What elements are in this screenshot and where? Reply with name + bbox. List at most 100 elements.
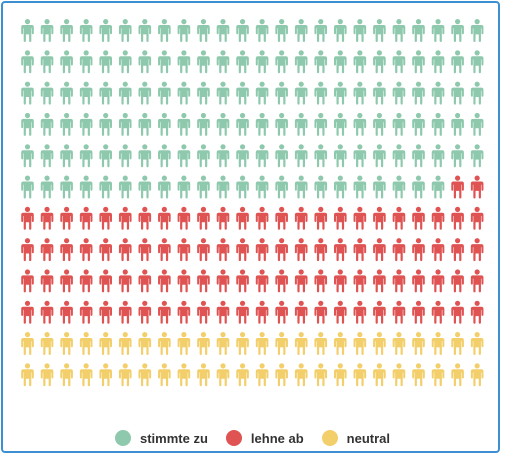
person-icon-neutral[interactable] xyxy=(138,363,152,387)
person-icon-stimmte-zu[interactable] xyxy=(451,81,464,105)
person-icon-stimmte-zu[interactable] xyxy=(353,81,367,105)
person-icon-stimmte-zu[interactable] xyxy=(236,144,249,168)
person-icon-stimmte-zu[interactable] xyxy=(197,112,210,136)
person-icon-lehne-ab[interactable] xyxy=(353,238,367,262)
person-icon-lehne-ab[interactable] xyxy=(451,300,464,324)
person-icon-stimmte-zu[interactable] xyxy=(197,144,210,168)
person-icon-stimmte-zu[interactable] xyxy=(470,144,484,168)
person-icon-stimmte-zu[interactable] xyxy=(431,144,445,168)
person-icon-stimmte-zu[interactable] xyxy=(40,50,54,74)
person-icon-neutral[interactable] xyxy=(294,363,308,387)
legend-item-neutral[interactable]: neutral xyxy=(321,430,390,446)
person-icon-stimmte-zu[interactable] xyxy=(236,81,249,105)
person-icon-neutral[interactable] xyxy=(275,332,288,355)
person-icon-lehne-ab[interactable] xyxy=(216,238,230,262)
person-icon-lehne-ab[interactable] xyxy=(392,300,406,324)
person-icon-lehne-ab[interactable] xyxy=(334,206,347,230)
person-icon-stimmte-zu[interactable] xyxy=(138,50,152,74)
person-icon-neutral[interactable] xyxy=(255,363,269,387)
person-icon-stimmte-zu[interactable] xyxy=(294,175,308,199)
person-icon-neutral[interactable] xyxy=(236,332,249,355)
person-icon-lehne-ab[interactable] xyxy=(431,206,445,230)
person-icon-lehne-ab[interactable] xyxy=(314,269,328,293)
person-icon-stimmte-zu[interactable] xyxy=(431,112,445,136)
person-icon-stimmte-zu[interactable] xyxy=(79,19,93,42)
person-icon-neutral[interactable] xyxy=(470,332,484,355)
person-icon-stimmte-zu[interactable] xyxy=(412,175,425,199)
person-icon-stimmte-zu[interactable] xyxy=(21,19,34,42)
person-icon-stimmte-zu[interactable] xyxy=(294,81,308,105)
person-icon-stimmte-zu[interactable] xyxy=(373,50,386,74)
person-icon-neutral[interactable] xyxy=(451,363,464,387)
person-icon-lehne-ab[interactable] xyxy=(294,269,308,293)
person-icon-neutral[interactable] xyxy=(294,332,308,355)
person-icon-stimmte-zu[interactable] xyxy=(334,81,347,105)
person-icon-neutral[interactable] xyxy=(79,363,93,387)
person-icon-stimmte-zu[interactable] xyxy=(294,112,308,136)
person-icon-stimmte-zu[interactable] xyxy=(392,112,406,136)
person-icon-neutral[interactable] xyxy=(177,363,191,387)
person-icon-neutral[interactable] xyxy=(314,332,328,355)
person-icon-stimmte-zu[interactable] xyxy=(255,175,269,199)
person-icon-neutral[interactable] xyxy=(40,332,54,355)
person-icon-neutral[interactable] xyxy=(412,363,425,387)
person-icon-lehne-ab[interactable] xyxy=(99,300,112,324)
person-icon-stimmte-zu[interactable] xyxy=(118,50,132,74)
person-icon-stimmte-zu[interactable] xyxy=(99,81,112,105)
person-icon-neutral[interactable] xyxy=(60,332,73,355)
person-icon-stimmte-zu[interactable] xyxy=(412,112,425,136)
person-icon-lehne-ab[interactable] xyxy=(373,238,386,262)
person-icon-stimmte-zu[interactable] xyxy=(451,50,464,74)
person-icon-lehne-ab[interactable] xyxy=(99,206,112,230)
person-icon-stimmte-zu[interactable] xyxy=(353,112,367,136)
person-icon-stimmte-zu[interactable] xyxy=(138,19,152,42)
person-icon-lehne-ab[interactable] xyxy=(177,269,191,293)
person-icon-neutral[interactable] xyxy=(353,332,367,355)
person-icon-stimmte-zu[interactable] xyxy=(294,144,308,168)
person-icon-lehne-ab[interactable] xyxy=(392,269,406,293)
person-icon-stimmte-zu[interactable] xyxy=(158,112,171,136)
person-icon-neutral[interactable] xyxy=(21,363,34,387)
person-icon-neutral[interactable] xyxy=(373,332,386,355)
person-icon-stimmte-zu[interactable] xyxy=(314,144,328,168)
person-icon-stimmte-zu[interactable] xyxy=(373,112,386,136)
person-icon-neutral[interactable] xyxy=(158,332,171,355)
person-icon-stimmte-zu[interactable] xyxy=(79,50,93,74)
person-icon-lehne-ab[interactable] xyxy=(373,300,386,324)
person-icon-lehne-ab[interactable] xyxy=(392,206,406,230)
person-icon-stimmte-zu[interactable] xyxy=(216,19,230,42)
person-icon-stimmte-zu[interactable] xyxy=(138,144,152,168)
person-icon-stimmte-zu[interactable] xyxy=(255,81,269,105)
person-icon-lehne-ab[interactable] xyxy=(412,238,425,262)
person-icon-lehne-ab[interactable] xyxy=(21,269,34,293)
person-icon-lehne-ab[interactable] xyxy=(60,269,73,293)
person-icon-lehne-ab[interactable] xyxy=(60,238,73,262)
person-icon-neutral[interactable] xyxy=(353,363,367,387)
person-icon-lehne-ab[interactable] xyxy=(158,238,171,262)
person-icon-stimmte-zu[interactable] xyxy=(79,175,93,199)
person-icon-lehne-ab[interactable] xyxy=(79,269,93,293)
person-icon-lehne-ab[interactable] xyxy=(138,269,152,293)
person-icon-lehne-ab[interactable] xyxy=(451,238,464,262)
person-icon-stimmte-zu[interactable] xyxy=(21,50,34,74)
person-icon-lehne-ab[interactable] xyxy=(392,238,406,262)
person-icon-lehne-ab[interactable] xyxy=(21,206,34,230)
person-icon-neutral[interactable] xyxy=(392,332,406,355)
person-icon-stimmte-zu[interactable] xyxy=(255,50,269,74)
person-icon-lehne-ab[interactable] xyxy=(470,175,484,199)
person-icon-neutral[interactable] xyxy=(236,363,249,387)
person-icon-stimmte-zu[interactable] xyxy=(60,144,73,168)
person-icon-stimmte-zu[interactable] xyxy=(40,81,54,105)
person-icon-neutral[interactable] xyxy=(216,363,230,387)
person-icon-stimmte-zu[interactable] xyxy=(177,175,191,199)
person-icon-stimmte-zu[interactable] xyxy=(431,81,445,105)
person-icon-stimmte-zu[interactable] xyxy=(118,81,132,105)
person-icon-lehne-ab[interactable] xyxy=(470,300,484,324)
person-icon-stimmte-zu[interactable] xyxy=(314,175,328,199)
person-icon-stimmte-zu[interactable] xyxy=(334,112,347,136)
person-icon-stimmte-zu[interactable] xyxy=(79,112,93,136)
person-icon-stimmte-zu[interactable] xyxy=(216,81,230,105)
person-icon-stimmte-zu[interactable] xyxy=(392,19,406,42)
legend-item-stimmte-zu[interactable]: stimmte zu xyxy=(115,430,208,446)
person-icon-stimmte-zu[interactable] xyxy=(334,144,347,168)
